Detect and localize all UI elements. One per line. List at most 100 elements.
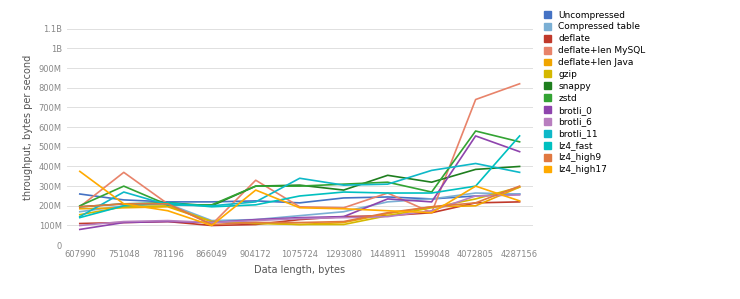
lz4_high9 [164,202,172,206]
deflate+len Java [383,212,392,216]
lz4_fast [164,201,172,205]
deflate+len MySQL [164,202,172,206]
deflate [75,222,84,225]
deflate+len Java [295,223,304,226]
Uncompressed [252,199,260,203]
snappy [383,173,392,177]
brotli_11 [515,170,524,174]
lz4_high9 [383,211,392,214]
Uncompressed [207,200,216,204]
Line: brotli_0: brotli_0 [80,136,519,229]
lz4_high17 [207,224,216,227]
deflate [427,211,436,214]
brotli_6 [119,220,128,223]
lz4_high9 [515,184,524,188]
gzip [471,197,480,201]
Uncompressed [75,192,84,196]
brotli_11 [207,204,216,208]
brotli_6 [339,216,348,219]
lz4_fast [295,194,304,198]
brotli_11 [295,176,304,180]
snappy [471,168,480,171]
zstd [295,184,304,188]
Compressed table [339,210,348,213]
Line: deflate: deflate [80,202,519,225]
zstd [207,203,216,207]
Compressed table [295,214,304,217]
lz4_high9 [339,220,348,223]
snappy [339,188,348,192]
Uncompressed [295,201,304,205]
brotli_6 [383,215,392,219]
gzip [427,206,436,210]
brotli_11 [339,183,348,187]
brotli_11 [164,203,172,207]
brotli_0 [471,134,480,138]
deflate [207,224,216,227]
deflate+len Java [471,204,480,208]
zstd [164,203,172,207]
deflate [515,200,524,204]
deflate [471,201,480,205]
deflate+len Java [252,221,260,224]
brotli_0 [515,150,524,153]
brotli_0 [339,215,348,219]
snappy [207,204,216,208]
gzip [515,185,524,189]
deflate+len Java [75,207,84,210]
lz4_fast [339,190,348,194]
deflate+len MySQL [383,191,392,195]
Compressed table [119,204,128,208]
lz4_high17 [383,209,392,213]
deflate+len MySQL [295,205,304,209]
zstd [119,184,128,188]
deflate [252,223,260,226]
Y-axis label: throughput, bytes per second: throughput, bytes per second [23,54,33,200]
snappy [252,184,260,188]
brotli_0 [295,216,304,219]
deflate+len Java [427,205,436,209]
brotli_11 [427,169,436,172]
zstd [515,140,524,144]
brotli_0 [119,221,128,224]
Compressed table [515,192,524,196]
lz4_high17 [164,209,172,213]
Line: Compressed table: Compressed table [80,193,519,221]
lz4_high17 [119,202,128,206]
deflate [295,218,304,221]
brotli_6 [427,209,436,213]
brotli_6 [295,217,304,220]
lz4_fast [119,204,128,208]
deflate+len MySQL [515,82,524,86]
lz4_high17 [295,206,304,210]
deflate+len Java [515,185,524,189]
Uncompressed [164,200,172,204]
gzip [164,204,172,208]
deflate+len MySQL [252,179,260,182]
Compressed table [252,218,260,221]
deflate [119,221,128,224]
brotli_11 [471,162,480,165]
gzip [119,205,128,209]
deflate+len Java [119,206,128,210]
lz4_fast [207,205,216,209]
Compressed table [471,191,480,195]
brotli_6 [164,219,172,222]
zstd [427,190,436,194]
Line: deflate+len Java: deflate+len Java [80,187,519,225]
brotli_6 [515,193,524,197]
lz4_high9 [207,223,216,226]
snappy [295,183,304,187]
deflate+len MySQL [207,223,216,226]
Uncompressed [119,198,128,202]
Line: brotli_11: brotli_11 [80,164,519,217]
brotli_0 [164,220,172,223]
Compressed table [75,210,84,213]
brotli_11 [119,190,128,194]
lz4_high9 [252,221,260,224]
X-axis label: Data length, bytes: Data length, bytes [254,265,346,274]
Line: zstd: zstd [80,131,519,206]
lz4_fast [515,134,524,138]
Line: deflate+len MySQL: deflate+len MySQL [80,84,519,225]
zstd [339,182,348,186]
